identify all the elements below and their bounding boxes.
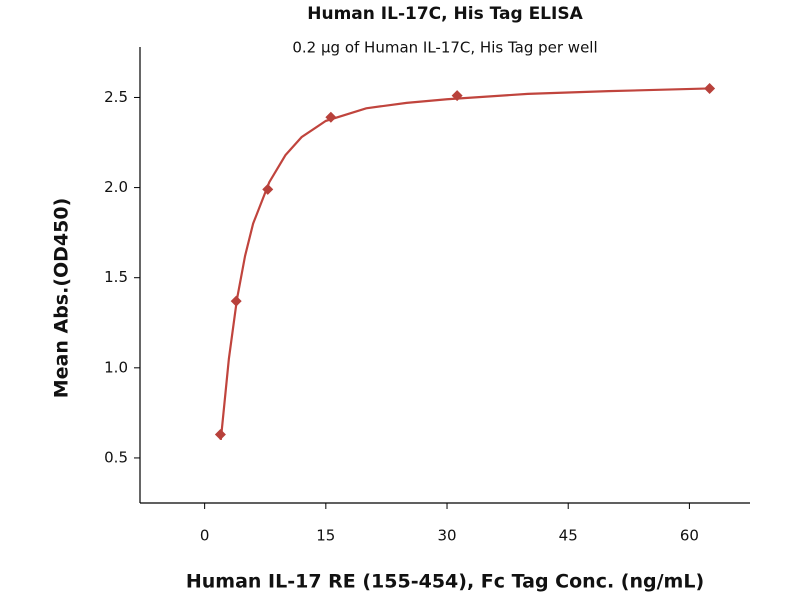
y-tick-label: 2.0	[104, 178, 128, 196]
x-tick-label: 60	[680, 527, 699, 545]
x-tick-label: 15	[316, 527, 335, 545]
data-point	[214, 429, 226, 441]
data-point	[704, 82, 716, 94]
y-axis-title: Mean Abs.(OD450)	[51, 198, 73, 399]
y-tick-label: 1.0	[104, 358, 128, 376]
x-tick-label: 30	[437, 527, 456, 545]
data-point	[262, 183, 274, 195]
chart-title: Human IL-17C, His Tag ELISA	[307, 4, 583, 24]
data-point	[230, 295, 242, 307]
data-point	[451, 90, 463, 102]
x-tick-label: 45	[559, 527, 578, 545]
chart-subtitle: 0.2 μg of Human IL-17C, His Tag per well	[292, 39, 597, 57]
y-tick-label: 1.5	[104, 268, 128, 286]
x-axis-title: Human IL-17 RE (155-454), Fc Tag Conc. (…	[186, 571, 704, 593]
data-point	[325, 111, 337, 123]
fit-curve	[219, 87, 710, 441]
y-tick-label: 2.5	[104, 88, 128, 106]
y-tick-label: 0.5	[104, 448, 128, 466]
x-tick-label: 0	[200, 527, 210, 545]
